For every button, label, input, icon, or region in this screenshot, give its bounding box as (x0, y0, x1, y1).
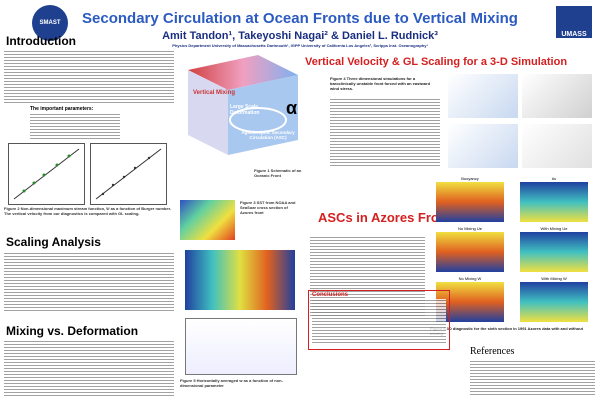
caption: Figure 1 Schematic of an Oceanic Front (254, 168, 302, 178)
panel: Av (514, 176, 594, 224)
body-text (312, 299, 446, 345)
panel-label: Av (551, 176, 557, 181)
body-text (4, 50, 174, 104)
caption: Figure 3 SST from NOAA and SeaSoar cross… (240, 200, 296, 215)
caption: Figure 2 Non-dimensional maximum stream … (4, 206, 172, 216)
section-heading: Scaling Analysis (6, 235, 101, 249)
panel-image (520, 182, 588, 222)
section-heading: Vertical Velocity & GL Scaling for a 3-D… (305, 56, 568, 68)
fig-label: α (286, 98, 298, 118)
panel-image (520, 282, 588, 322)
body-text (4, 340, 174, 396)
plot (90, 143, 167, 205)
plot (8, 143, 85, 205)
circulation (229, 107, 287, 133)
sim-plot (522, 124, 592, 168)
body-text (470, 360, 595, 396)
panel: With Mixing Ue (514, 226, 594, 274)
plot (185, 318, 297, 375)
caption: Figure 6 3D diagnostic for the sixth sec… (430, 326, 583, 336)
panel-image (520, 232, 588, 272)
points (22, 154, 71, 193)
box-top (188, 55, 298, 90)
body-text (330, 98, 440, 168)
panel-grid: Buoyancy Av No Mixing Ue With Mixing Ue No M… (430, 176, 595, 326)
box-side (188, 70, 228, 155)
sst-map (180, 200, 235, 240)
panel: Buoyancy (430, 176, 510, 224)
panel: No Mixing Ue (430, 226, 510, 274)
affiliation: Physics Department University of Massach… (172, 43, 428, 48)
plot-svg (95, 148, 162, 200)
panel: No Mixing W (430, 276, 510, 324)
trend (95, 148, 162, 200)
sim-plot (522, 74, 592, 118)
section-heading: References (470, 346, 515, 357)
panel-label: Buoyancy (461, 176, 479, 181)
schematic (188, 55, 298, 155)
panel-label: With Mixing Ue (540, 226, 568, 231)
sim-plot (448, 124, 518, 168)
panel-label: No Mixing Ue (457, 226, 482, 231)
section-heading: Mixing vs. Deformation (6, 324, 139, 338)
panel: With Mixing W (514, 276, 594, 324)
fig-label: Ageostrophic Secondary Circulation (ASC) (241, 130, 295, 140)
conclusions-box: Conclusions (308, 290, 450, 350)
panel-image (436, 182, 504, 222)
caption: Figure 5 Horizontally averaged w as a fu… (180, 378, 283, 388)
title: Secondary Circulation at Ocean Fronts du… (82, 10, 518, 27)
panel-image (436, 232, 504, 272)
panel-label: With Mixing W (541, 276, 567, 281)
points (101, 156, 151, 196)
subheading: The important parameters: (30, 106, 94, 112)
plot-svg (13, 148, 80, 200)
panel-image (436, 282, 504, 322)
section-heading: ASCs in Azores Front (318, 210, 452, 225)
authors: Amit Tandon¹, Takeyoshi Nagai² & Daniel … (162, 30, 438, 42)
logo-left: SMAST (32, 5, 68, 41)
fig-label: Vertical Mixing (193, 90, 236, 96)
caption: Figure 4 Three dimensional simulations f… (330, 76, 431, 91)
cross-section (185, 250, 295, 310)
section-heading: Conclusions (312, 292, 349, 298)
fig-label: Large Scale Deformation (230, 104, 260, 116)
logo-right: UMASS (556, 6, 592, 38)
panel-label: No Mixing W (458, 276, 482, 281)
section-heading: Introduction (6, 34, 76, 48)
body-text (30, 113, 120, 139)
sim-plot (448, 74, 518, 118)
box-front (228, 75, 298, 155)
body-text (4, 252, 174, 312)
